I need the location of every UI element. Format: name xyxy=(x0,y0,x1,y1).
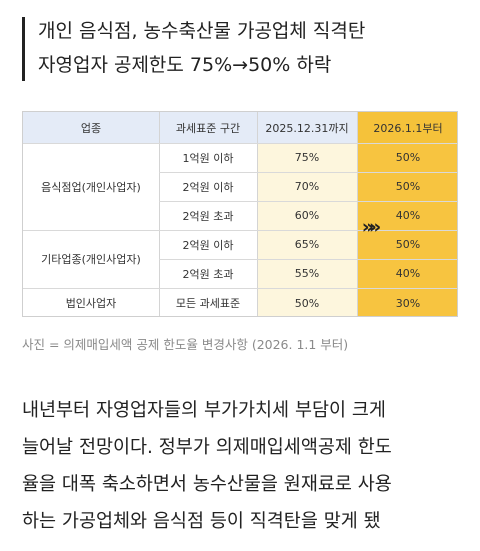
table-grid-line xyxy=(23,288,457,289)
table-grid-line xyxy=(159,201,457,202)
article-line: 율을 대폭 축소하면서 농수산물을 원재료로 사용 xyxy=(22,474,392,495)
table-row-old-rate: 70% xyxy=(294,180,320,193)
article-line: 늘어날 전망이다. 정부가 의제매입세액공제 한도 xyxy=(22,437,392,458)
double-chevron-right-icon: »» xyxy=(361,216,382,238)
headline-block: 개인 음식점, 농수축산물 가공업체 직격탄 자영업자 공제한도 75%→50%… xyxy=(22,14,462,84)
headline-title: 개인 음식점, 농수축산물 가공업체 직격탄 자영업자 공제한도 75%→50%… xyxy=(38,14,365,82)
table-row-new-rate: 50% xyxy=(395,238,421,251)
table-grid-line xyxy=(23,143,457,144)
article-line: 내년부터 자영업자들의 부가가치세 부담이 크게 xyxy=(22,400,386,421)
table-row-old-rate: 65% xyxy=(294,238,320,251)
group-corporation: 법인사업자 xyxy=(65,297,117,310)
table-header-bracket: 과세표준 구간 xyxy=(159,112,257,143)
table-row-new-rate: 50% xyxy=(395,180,421,193)
table-header-until-2025: 2025.12.31까지 xyxy=(257,112,357,143)
table-row-bracket: 2억원 초과 xyxy=(182,267,234,281)
table-row-new-rate: 30% xyxy=(395,296,421,310)
table-row-old-rate: 60% xyxy=(294,209,320,222)
table-row-new-rate: 50% xyxy=(395,151,421,164)
table-header-industry: 업종 xyxy=(23,112,159,143)
article-line: 하는 가공업체와 음식점 등이 직격탄을 맞게 됐 xyxy=(22,511,381,532)
group-restaurant: 음식점업(개인사업자) xyxy=(41,180,141,194)
table-row-bracket: 1억원 이하 xyxy=(182,151,234,165)
new-rate-column-bg xyxy=(357,143,457,316)
group-other-industry: 기타업종(개인사업자) xyxy=(41,253,141,266)
table-grid-line xyxy=(257,112,258,316)
headline-line-2: 자영업자 공제한도 75%→50% 하락 xyxy=(38,54,332,76)
table-row-bracket: 모든 과세표준 xyxy=(175,297,241,310)
deduction-rate-table: 업종 과세표준 구간 2025.12.31까지 2026.1.1부터 음식점업(… xyxy=(22,111,458,317)
table-row-old-rate: 75% xyxy=(294,151,320,164)
table-row-bracket: 2억원 이하 xyxy=(182,180,234,194)
table-grid-line xyxy=(159,259,457,260)
image-caption: 사진 = 의제매입세액 공제 한도율 변경사항 (2026. 1.1 부터) xyxy=(22,337,349,352)
table-row-bracket: 2억원 초과 xyxy=(182,209,234,223)
table-row-old-rate: 55% xyxy=(294,267,320,280)
headline-accent-bar xyxy=(22,17,25,81)
table-row-new-rate: 40% xyxy=(395,267,421,280)
old-rate-column-bg xyxy=(257,143,357,316)
table-grid-line xyxy=(159,112,160,316)
table-grid-line xyxy=(159,172,457,173)
headline-line-1: 개인 음식점, 농수축산물 가공업체 직격탄 xyxy=(38,20,366,42)
table-row-new-rate: 40% xyxy=(395,209,421,222)
article-body: 내년부터 자영업자들의 부가가치세 부담이 크게 늘어날 전망이다. 정부가 의… xyxy=(22,392,468,540)
table-grid-line xyxy=(23,230,457,231)
table-row-old-rate: 50% xyxy=(294,296,320,310)
table-grid-line xyxy=(357,112,358,316)
table-header-from-2026: 2026.1.1부터 xyxy=(357,112,457,143)
table-row-bracket: 2억원 이하 xyxy=(182,238,234,252)
